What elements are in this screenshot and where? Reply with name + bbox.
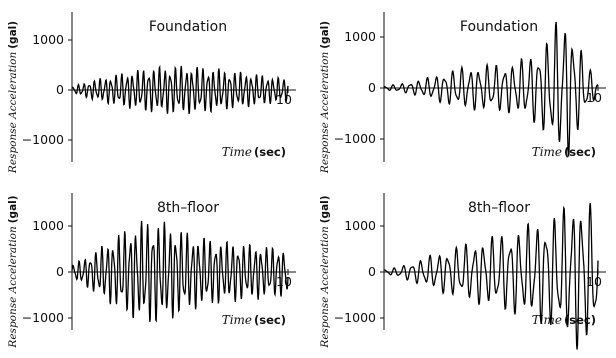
y-axis-label-unit: (gal) [319,195,331,223]
y-tick-label: 0 [56,82,64,97]
panel-3: 1000 0 −1000 10 8th–floor Time (sec) Response A… [7,193,296,349]
y-axis-label: Response Acceleration (gal) [319,21,331,174]
y-axis-label: Response Acceleration (gal) [319,195,331,348]
panel-title: Foundation [460,19,538,35]
x-axis-label: Time (sec) [532,145,596,159]
y-tick-label: 0 [368,264,376,279]
panel-title: Foundation [149,19,227,35]
x-axis-label-unit: (sec) [564,145,596,159]
x-axis-label: Time (sec) [222,145,286,159]
y-tick-label: −1000 [22,310,64,325]
y-tick-label: 1000 [32,32,64,47]
x-axis-label-text: Time [222,313,252,327]
x-axis-label-unit: (sec) [254,313,286,327]
panel-title: 8th–floor [157,200,219,216]
y-tick-label: 1000 [32,218,64,233]
y-axis-label-text: Response Acceleration [319,226,331,349]
x-axis-label-text: Time [532,145,562,159]
y-axis-label-text: Response Acceleration [7,226,19,349]
y-axis-label-text: Response Acceleration [319,52,331,175]
y-tick-label: −1000 [334,131,376,146]
panel-title: 8th–floor [468,200,530,216]
y-axis-label-unit: (gal) [7,195,19,223]
y-axis-label: Response Acceleration (gal) [7,195,19,348]
panel-1: 1000 0 −1000 10 Foundation Time (sec) Response … [7,12,296,174]
x-tick-label: 10 [276,274,292,289]
y-tick-label: 0 [368,80,376,95]
y-axis-label-unit: (gal) [319,21,331,49]
waveform-series [71,64,289,115]
y-tick-label: 1000 [344,218,376,233]
y-axis-label-unit: (gal) [7,21,19,49]
y-tick-label: −1000 [334,310,376,325]
waveform-series [71,220,289,323]
x-axis-label: Time (sec) [222,313,286,327]
x-axis-label-unit: (sec) [254,145,286,159]
waveform-series [383,21,599,157]
y-tick-label: 1000 [344,29,376,44]
y-axis-label: Response Acceleration (gal) [7,21,19,174]
y-tick-label: 0 [56,264,64,279]
x-axis-label-text: Time [532,313,562,327]
x-tick-label: 10 [276,92,292,107]
y-tick-label: −1000 [22,132,64,147]
y-axis-label-text: Response Acceleration [7,52,19,175]
waveform-series [383,202,599,350]
x-axis-label-text: Time [222,145,252,159]
